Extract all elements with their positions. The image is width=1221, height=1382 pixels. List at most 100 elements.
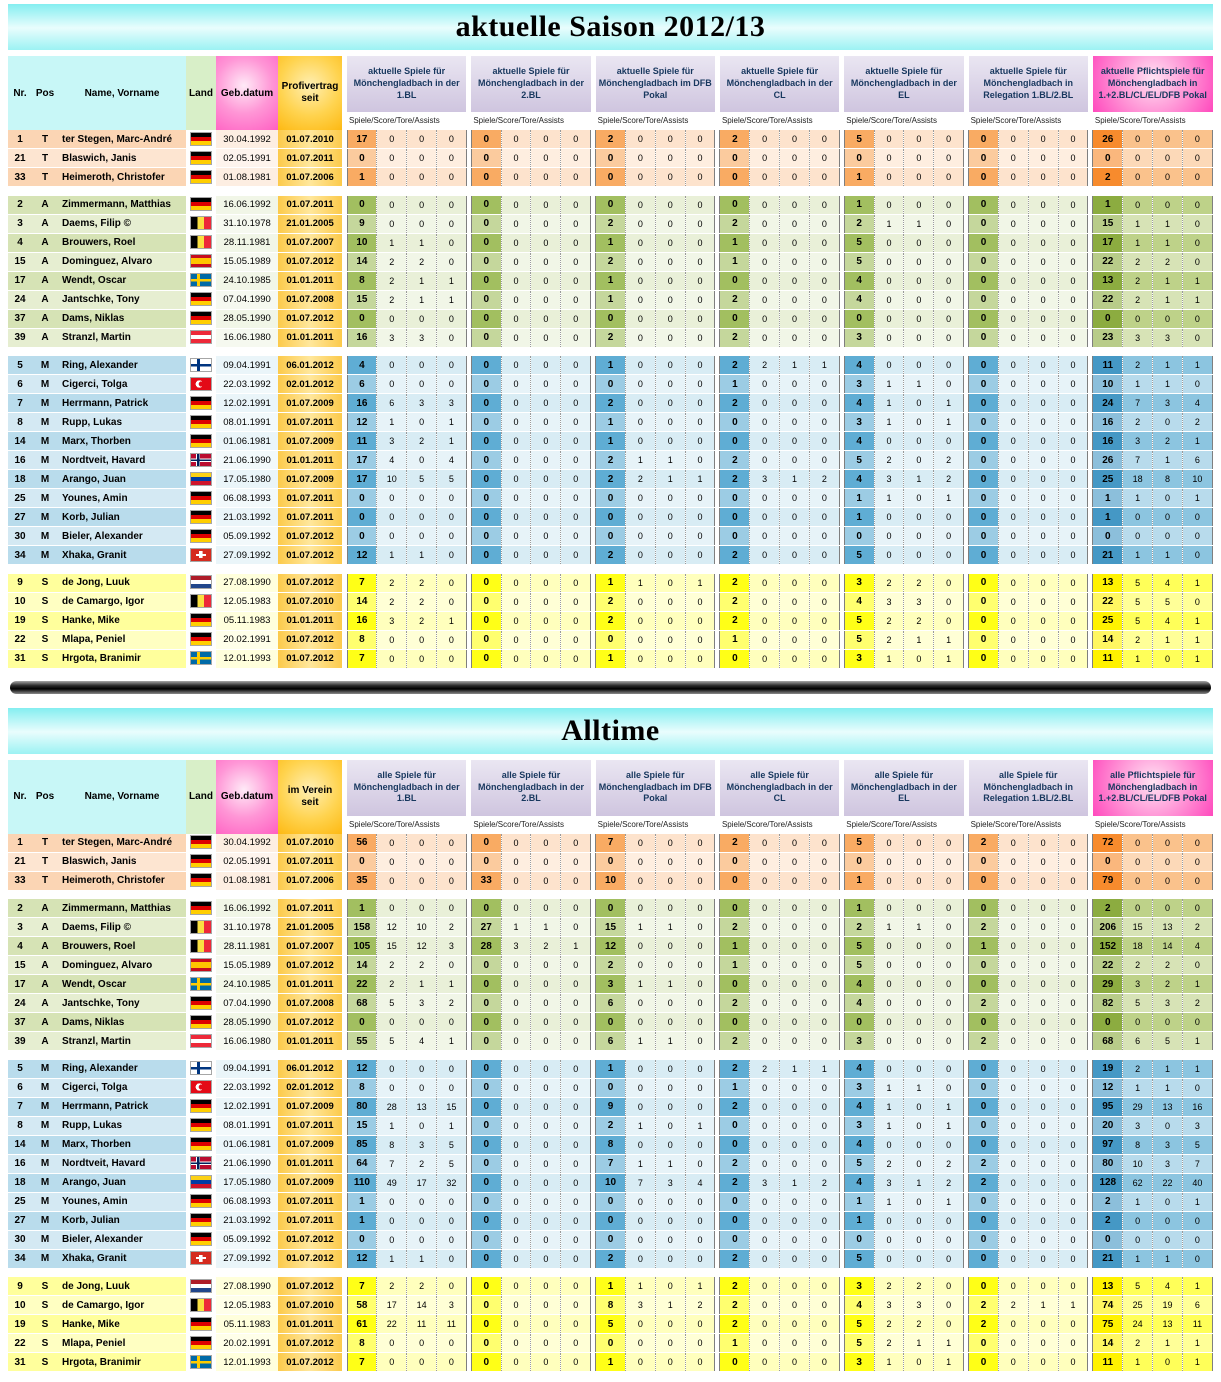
stat-assists: 0 — [933, 852, 965, 872]
stat-assists: 0 — [560, 1295, 592, 1315]
stat-tore: 0 — [530, 1059, 561, 1079]
stat-spiele: 5 — [843, 1314, 875, 1334]
stat-assists: 0 — [560, 1249, 592, 1269]
stat-tore: 11 — [406, 1314, 437, 1334]
stat-spiele: 2 — [719, 469, 750, 489]
player-name: Herrmann, Patrick — [58, 393, 186, 413]
stat-assists: 0 — [560, 611, 592, 631]
group-subheader: Spiele/Score/Tore/Assists — [1092, 112, 1213, 130]
stat-score: 0 — [1122, 871, 1153, 891]
column-gap — [590, 592, 596, 612]
player-number: 4 — [8, 936, 32, 956]
stat-tore: 0 — [406, 167, 437, 187]
player-row: 30 M Bieler, Alexander 05.09.1992 01.07.2012… — [8, 1230, 1214, 1250]
stat-score: 0 — [500, 1173, 531, 1193]
column-gap — [342, 649, 347, 669]
stat-tore: 0 — [1152, 1012, 1183, 1032]
player-position: T — [32, 130, 58, 149]
stat-assists: 1 — [1181, 1333, 1214, 1353]
stat-score: 2 — [1122, 252, 1153, 272]
player-country-cell — [186, 1173, 216, 1193]
stat-score: 0 — [624, 252, 656, 272]
player-number: 31 — [8, 649, 32, 669]
stat-tore: 1 — [654, 450, 686, 470]
stat-score: 0 — [500, 1230, 531, 1250]
position-group-gap — [8, 890, 1213, 899]
column-gap — [1087, 936, 1093, 956]
stat-tore: 0 — [654, 936, 686, 956]
stat-spiele: 0 — [968, 899, 999, 918]
column-gap — [839, 1059, 845, 1079]
stat-assists: 0 — [1181, 309, 1214, 329]
group-subheader: Spiele/Score/Tore/Assists — [844, 112, 964, 130]
stat-spiele: 25 — [1092, 469, 1123, 489]
stat-assists: 0 — [560, 833, 592, 853]
stat-assists: 0 — [560, 917, 592, 937]
stat-assists: 0 — [684, 526, 716, 546]
stat-assists: 0 — [808, 1211, 840, 1231]
player-name: Hrgota, Branimir — [58, 1352, 186, 1372]
ger-flag-icon — [191, 633, 211, 646]
stat-spiele: 5 — [843, 955, 875, 975]
stat-assists: 5 — [435, 469, 467, 489]
stat-score: 0 — [500, 233, 531, 253]
stat-spiele: 0 — [968, 1211, 999, 1231]
player-birthdate: 07.04.1990 — [216, 290, 278, 310]
stat-assists: 1 — [1057, 1295, 1089, 1315]
column-gap — [1087, 611, 1093, 631]
stat-assists: 11 — [1181, 1314, 1214, 1334]
stat-score: 0 — [749, 271, 780, 291]
player-birthdate: 17.05.1980 — [216, 1173, 278, 1193]
stat-tore: 0 — [654, 507, 686, 527]
column-gap — [839, 214, 845, 234]
stat-assists: 0 — [1057, 507, 1089, 527]
stat-spiele: 0 — [719, 1352, 750, 1372]
player-position: A — [32, 899, 58, 918]
stat-spiele: 5 — [843, 833, 875, 853]
column-gap — [963, 195, 969, 215]
stat-spiele: 22 — [1092, 592, 1123, 612]
stat-tore: 0 — [903, 993, 934, 1013]
stat-tore: 3 — [406, 328, 437, 348]
column-gap — [1087, 271, 1093, 291]
stat-tore: 13 — [1152, 917, 1183, 937]
stat-score: 6 — [1122, 1031, 1153, 1051]
column-gap — [963, 526, 969, 546]
stat-spiele: 2 — [595, 1116, 626, 1136]
column-gap — [714, 148, 720, 168]
stat-spiele: 0 — [843, 309, 875, 329]
column-gap — [963, 393, 969, 413]
stat-tore: 1 — [1152, 214, 1183, 234]
stat-spiele: 0 — [595, 309, 626, 329]
player-country-cell — [186, 1059, 216, 1079]
column-gap — [714, 1116, 720, 1136]
stat-spiele: 74 — [1092, 1295, 1123, 1315]
stat-spiele: 2 — [719, 356, 750, 375]
stat-score: 0 — [624, 328, 656, 348]
stat-spiele: 0 — [470, 833, 502, 853]
stat-assists: 0 — [933, 573, 965, 593]
stat-spiele: 1 — [346, 1192, 377, 1212]
stat-tore: 0 — [654, 1333, 686, 1353]
player-number: 2 — [8, 195, 32, 215]
ger-flag-icon — [191, 434, 211, 447]
column-gap — [342, 252, 347, 272]
stat-assists: 1 — [1181, 290, 1214, 310]
stat-assists: 0 — [684, 993, 716, 1013]
column-gap — [714, 545, 720, 565]
stat-assists: 0 — [1181, 545, 1214, 565]
column-gap — [1087, 592, 1093, 612]
player-name: Hrgota, Branimir — [58, 649, 186, 669]
stat-tore: 0 — [654, 214, 686, 234]
column-gap — [839, 1295, 845, 1315]
stat-tore: 2 — [406, 955, 437, 975]
column-gap — [466, 526, 472, 546]
stat-tore: 1 — [1027, 1295, 1059, 1315]
stat-spiele: 2 — [595, 1249, 626, 1269]
stat-assists: 0 — [1057, 1249, 1089, 1269]
stat-spiele: 0 — [470, 974, 502, 994]
stat-tore: 0 — [1027, 214, 1059, 234]
stat-assists: 0 — [933, 1249, 965, 1269]
stat-tore: 0 — [1027, 592, 1059, 612]
stat-tore: 2 — [903, 1314, 934, 1334]
